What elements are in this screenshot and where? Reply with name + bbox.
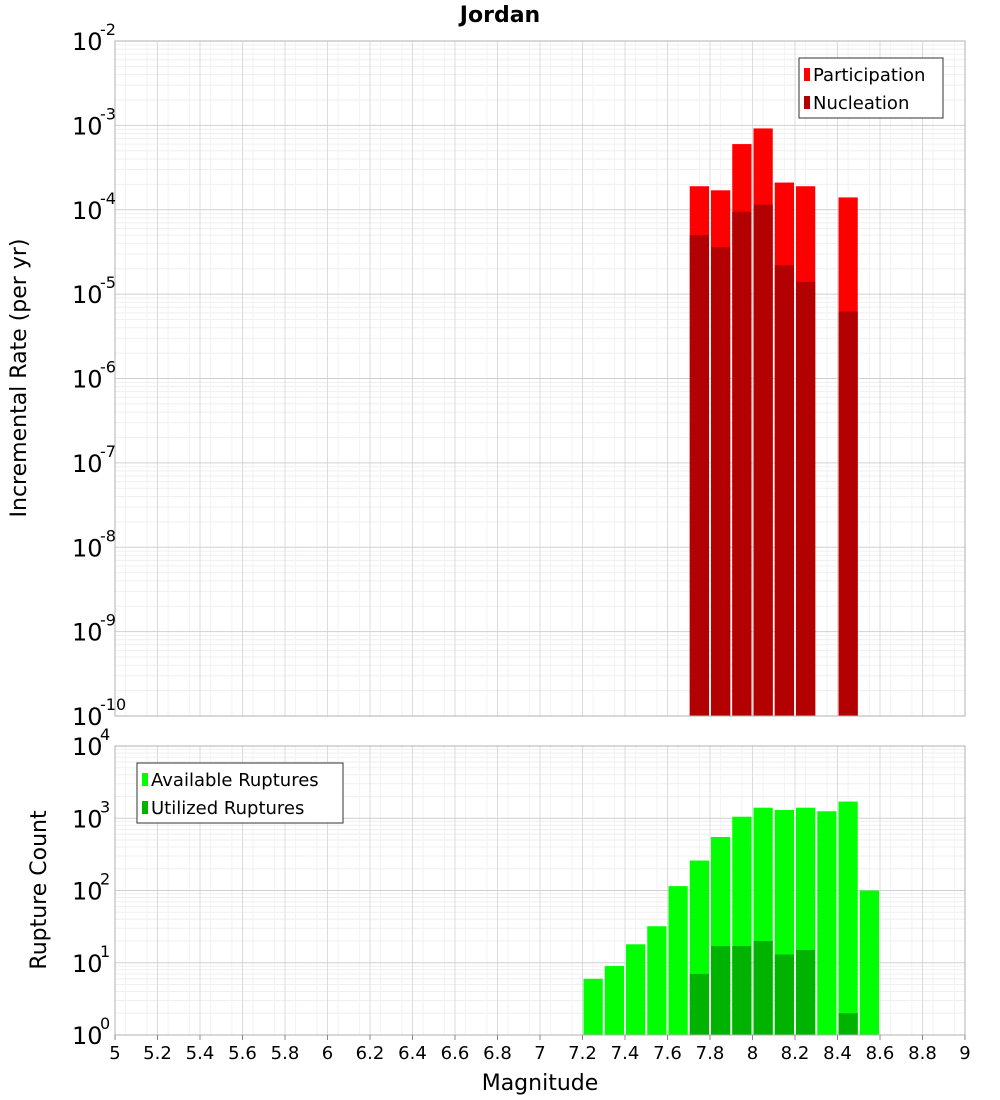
top-y-tick-label: 10 <box>72 619 103 647</box>
bottom-bar-utilized-ruptures <box>689 973 709 1035</box>
x-tick-label: 8.8 <box>908 1043 937 1064</box>
top-y-tick-label: 10 <box>72 28 103 56</box>
bottom-y-tick-exponent: 0 <box>100 1014 110 1033</box>
x-tick-label: 8.6 <box>866 1043 895 1064</box>
top-bar-nucleation <box>711 247 731 716</box>
x-tick-label: 6.8 <box>483 1043 512 1064</box>
x-tick-label: 5.8 <box>271 1043 300 1064</box>
bottom-bar-available-ruptures <box>583 978 603 1035</box>
top-panel: 10-1010-910-810-710-610-510-410-310-2Par… <box>72 20 966 731</box>
x-tick-label: 6.6 <box>441 1043 470 1064</box>
top-bar-nucleation <box>732 211 752 716</box>
x-tick-label: 6.2 <box>356 1043 385 1064</box>
bottom-y-tick-exponent: 2 <box>100 870 110 889</box>
bottom-y-tick-exponent: 1 <box>100 942 110 961</box>
x-tick-label: 5.4 <box>186 1043 215 1064</box>
x-tick-label: 7.4 <box>611 1043 640 1064</box>
bottom-bar-available-ruptures <box>838 801 858 1035</box>
top-y-axis-label: Incremental Rate (per yr) <box>7 239 32 518</box>
x-tick-label: 9 <box>959 1043 970 1064</box>
bottom-y-axis-label: Rupture Count <box>27 810 52 970</box>
bottom-y-tick-exponent: 4 <box>100 725 110 744</box>
top-y-tick-label: 10 <box>72 366 103 394</box>
top-bar-nucleation <box>796 281 816 716</box>
bottom-legend-label: Utilized Ruptures <box>151 798 304 819</box>
bottom-bar-available-ruptures <box>604 966 624 1035</box>
top-legend <box>798 57 944 119</box>
bottom-legend <box>136 762 344 824</box>
top-bar-nucleation <box>689 235 709 716</box>
x-tick-label: 7 <box>534 1043 545 1064</box>
top-y-tick-exponent: -8 <box>100 526 116 545</box>
x-tick-label: 8.4 <box>823 1043 852 1064</box>
top-plot-border <box>114 40 966 717</box>
bottom-y-tick-label: 10 <box>72 878 103 906</box>
top-y-tick-exponent: -10 <box>100 695 126 714</box>
top-y-tick-exponent: -2 <box>100 20 116 39</box>
bottom-bar-utilized-ruptures <box>838 1013 858 1035</box>
x-tick-label: 7.6 <box>653 1043 682 1064</box>
top-y-tick-label: 10 <box>72 197 103 225</box>
top-bar-nucleation <box>838 311 858 716</box>
x-tick-label: 6.4 <box>398 1043 427 1064</box>
top-y-tick-exponent: -4 <box>100 189 116 208</box>
x-tick-label: 5.6 <box>228 1043 257 1064</box>
x-tick-label: 7.2 <box>568 1043 597 1064</box>
bottom-legend-swatch <box>142 801 148 814</box>
bottom-bar-available-ruptures <box>859 890 879 1035</box>
bottom-legend-label: Available Ruptures <box>151 770 319 791</box>
top-legend-swatch <box>804 68 810 81</box>
bottom-y-tick-label: 10 <box>72 1022 103 1050</box>
top-y-tick-label: 10 <box>72 112 103 140</box>
top-y-tick-label: 10 <box>72 534 103 562</box>
bottom-bar-available-ruptures <box>668 886 688 1035</box>
bottom-bar-utilized-ruptures <box>774 954 794 1035</box>
bottom-bar-utilized-ruptures <box>753 941 773 1035</box>
top-bar-nucleation <box>774 265 794 716</box>
x-tick-label: 8.2 <box>781 1043 810 1064</box>
bottom-bar-available-ruptures <box>626 944 646 1035</box>
top-y-tick-exponent: -5 <box>100 273 116 292</box>
x-tick-label: 7.8 <box>696 1043 725 1064</box>
top-legend-swatch <box>804 96 810 109</box>
bottom-y-tick-label: 10 <box>72 733 103 761</box>
bottom-y-tick-label: 10 <box>72 950 103 978</box>
top-y-tick-label: 10 <box>72 450 103 478</box>
x-tick-label: 5 <box>109 1043 120 1064</box>
x-tick-label: 5.2 <box>143 1043 172 1064</box>
top-legend-label: Nucleation <box>813 93 909 114</box>
bottom-bar-available-ruptures <box>817 811 837 1035</box>
bottom-legend-swatch <box>142 773 148 786</box>
top-y-tick-exponent: -6 <box>100 358 116 377</box>
bottom-y-tick-label: 10 <box>72 805 103 833</box>
top-y-tick-label: 10 <box>72 281 103 309</box>
top-y-tick-label: 10 <box>72 703 103 731</box>
bottom-bar-available-ruptures <box>647 926 667 1035</box>
top-legend-label: Participation <box>813 65 925 86</box>
top-y-tick-exponent: -9 <box>100 611 116 630</box>
bottom-bar-utilized-ruptures <box>711 946 731 1035</box>
bottom-bar-utilized-ruptures <box>732 946 752 1035</box>
bottom-bar-utilized-ruptures <box>796 950 816 1035</box>
x-tick-label: 6 <box>322 1043 333 1064</box>
x-axis-label: Magnitude <box>482 1071 599 1096</box>
top-y-tick-exponent: -3 <box>100 104 116 123</box>
top-y-tick-exponent: -7 <box>100 442 116 461</box>
bottom-y-tick-exponent: 3 <box>100 797 110 816</box>
x-tick-label: 8 <box>747 1043 758 1064</box>
top-bar-nucleation <box>753 204 773 717</box>
chart-title: Jordan <box>458 3 540 28</box>
